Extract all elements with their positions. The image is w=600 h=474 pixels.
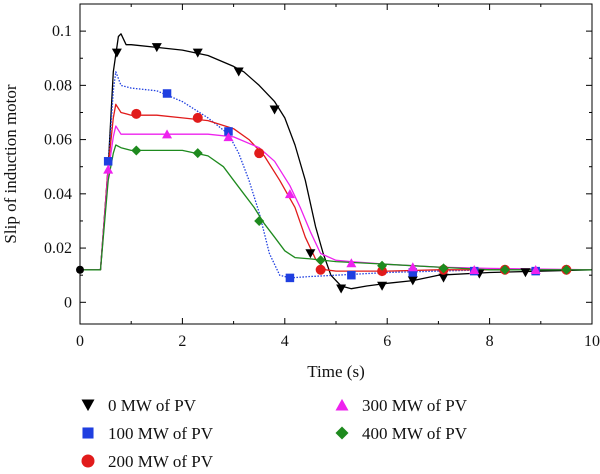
series-layer	[80, 33, 593, 290]
legend-label: 200 MW of PV	[108, 452, 214, 471]
series-line-3	[80, 125, 593, 271]
series-4-point	[131, 145, 142, 156]
series-0-point	[233, 67, 244, 77]
series-1-point	[347, 270, 356, 280]
series-0-point	[192, 48, 203, 58]
legend-marker-4	[335, 426, 349, 440]
y-tick-label: 0.06	[44, 132, 72, 149]
series-3-point	[407, 262, 418, 272]
series-3-point	[530, 265, 541, 275]
series-0-point	[336, 284, 347, 294]
series-3-point	[346, 258, 357, 268]
series-3-point	[284, 189, 295, 199]
series-line-4	[80, 144, 592, 271]
series-4-point	[377, 260, 388, 271]
series-line-0	[80, 33, 593, 290]
series-2-point	[131, 108, 142, 119]
series-0-point	[438, 273, 449, 283]
series-1-point	[162, 89, 172, 98]
x-tick-label: 8	[486, 333, 494, 350]
series-3-point	[103, 164, 114, 174]
y-axis-ticks: 0 0.02 0.04 0.06 0.08 0.1	[44, 23, 592, 311]
series-3-point	[223, 132, 234, 142]
x-tick-label: 4	[281, 333, 289, 350]
legend: 0 MW of PV 100 MW of PV 200 MW of PV 300 MW…	[81, 396, 468, 471]
series-3-point	[469, 265, 480, 275]
legend-label: 100 MW of PV	[108, 424, 214, 443]
legend-marker-3	[335, 398, 349, 411]
x-tick-label: 0	[76, 333, 84, 350]
series-line-1	[80, 71, 592, 279]
y-tick-label: 0.04	[44, 186, 72, 203]
x-tick-label: 10	[584, 333, 600, 350]
series-4-point	[438, 263, 449, 274]
marker-layer	[76, 43, 572, 294]
series-4-point	[315, 255, 326, 266]
series-2-point	[377, 266, 388, 277]
series-2-point	[254, 148, 265, 159]
series-2-point	[192, 112, 203, 123]
y-tick-label: 0.02	[44, 240, 72, 257]
series-4-point	[561, 264, 572, 275]
x-tick-label: 6	[383, 333, 391, 350]
series-1-point	[224, 127, 233, 136]
y-axis-label: Slip of induction motor	[1, 84, 20, 243]
series-0-point	[520, 268, 531, 278]
x-axis-ticks: 0 2 4 6 8 10	[76, 4, 600, 350]
legend-marker-0	[81, 399, 95, 412]
series-1-point	[408, 268, 418, 277]
series-0-point	[377, 281, 388, 291]
y-tick-label: 0.1	[52, 23, 72, 40]
x-tick-label: 2	[178, 333, 186, 350]
series-0-point	[269, 105, 280, 115]
series-1-point	[285, 273, 295, 283]
series-line-2	[80, 103, 592, 272]
y-tick-label: 0.08	[44, 77, 72, 94]
series-0-point	[151, 43, 162, 53]
legend-label: 300 MW of PV	[362, 396, 468, 415]
series-0-point	[407, 276, 418, 286]
series-4-point	[192, 148, 203, 159]
series-4-point	[254, 215, 265, 226]
x-axis-label: Time (s)	[307, 362, 364, 381]
series-3-point	[162, 129, 173, 139]
legend-marker-2	[81, 454, 95, 468]
series-0-point	[111, 48, 122, 58]
series-1-point	[103, 157, 113, 166]
series-2-point	[315, 264, 326, 275]
legend-marker-1	[82, 427, 94, 439]
series-4-point	[499, 264, 510, 275]
legend-label: 0 MW of PV	[108, 396, 197, 415]
legend-label: 400 MW of PV	[362, 424, 468, 443]
series-0-point	[305, 249, 316, 259]
y-tick-label: 0	[64, 294, 72, 311]
